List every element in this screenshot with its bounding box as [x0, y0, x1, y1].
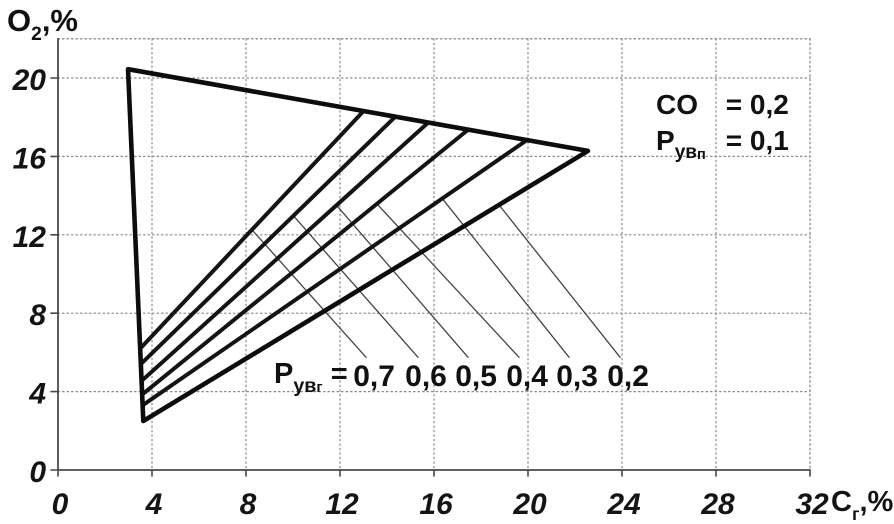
y-axis-title: O2,% — [7, 3, 78, 46]
fan-label-base: Р — [274, 358, 294, 390]
y-tick-label: 8 — [29, 299, 46, 332]
annotation-line-co: CO = 0,2 — [656, 87, 789, 123]
leader-line — [292, 215, 419, 358]
fan-label-rest: = — [322, 358, 348, 390]
annotation-ruvp-symbol: Рувп — [656, 123, 718, 171]
x-tick-label: 28 — [700, 488, 735, 521]
annotation-ruvp-sub: ув — [674, 142, 697, 164]
annotation-ruvp-value: = 0,1 — [718, 125, 789, 156]
leader-line — [335, 204, 469, 358]
x-tick-label: 32 — [795, 488, 829, 521]
x-tick-label: 16 — [419, 488, 453, 521]
fan-value-label: 0,6 — [405, 359, 447, 393]
x-tick-label: 20 — [512, 488, 547, 521]
fan-label-sub: ув — [293, 374, 317, 397]
annotation-box: CO = 0,2 Рувп = 0,1 — [656, 87, 789, 171]
x-axis-title: Cг,% — [831, 486, 894, 524]
fan-value-label: 0,4 — [506, 359, 548, 393]
y-axis-title-rest: ,% — [41, 3, 78, 38]
leader-line — [498, 204, 621, 358]
x-axis-title-rest: ,% — [859, 486, 894, 518]
fan-value-label: 0,3 — [556, 359, 598, 393]
fan-label-sub2: г — [316, 379, 323, 397]
x-tick-label: 4 — [145, 488, 163, 521]
x-tick-label: 12 — [325, 488, 359, 521]
y-tick-label: 16 — [13, 142, 47, 175]
y-tick-label: 4 — [28, 378, 46, 411]
x-tick-label: 24 — [606, 488, 641, 521]
leader-line — [251, 229, 367, 358]
fan-line — [140, 127, 471, 397]
y-tick-label: 0 — [29, 456, 46, 489]
annotation-ruvp-base: Р — [656, 125, 675, 156]
fan-line — [138, 114, 398, 367]
fan-value-label: 0,2 — [607, 359, 649, 393]
x-tick-label: 8 — [240, 488, 257, 521]
y-axis-title-sub: 2 — [31, 24, 42, 46]
y-tick-label: 12 — [13, 221, 47, 254]
fan-line — [139, 120, 431, 383]
annotation-line-ruvp: Рувп = 0,1 — [656, 123, 789, 171]
fan-line — [140, 138, 529, 408]
leader-line — [441, 197, 570, 358]
x-tick-label: 0 — [52, 488, 69, 521]
y-tick-label: 20 — [12, 64, 47, 97]
annotation-co-symbol: CO — [656, 89, 698, 120]
fan-line — [138, 109, 366, 351]
fan-label-prefix: Рувг = — [274, 358, 348, 397]
envelope-outline — [125, 66, 591, 424]
annotation-ruvp-sub2: п — [696, 146, 706, 163]
fan-value-label: 0,5 — [455, 359, 497, 393]
y-axis-title-base: O — [7, 3, 32, 38]
x-axis-title-sub: г — [851, 503, 860, 524]
fan-value-label: 0,7 — [353, 359, 395, 393]
annotation-co-value: = 0,2 — [718, 89, 789, 120]
x-axis-title-base: C — [831, 486, 852, 518]
